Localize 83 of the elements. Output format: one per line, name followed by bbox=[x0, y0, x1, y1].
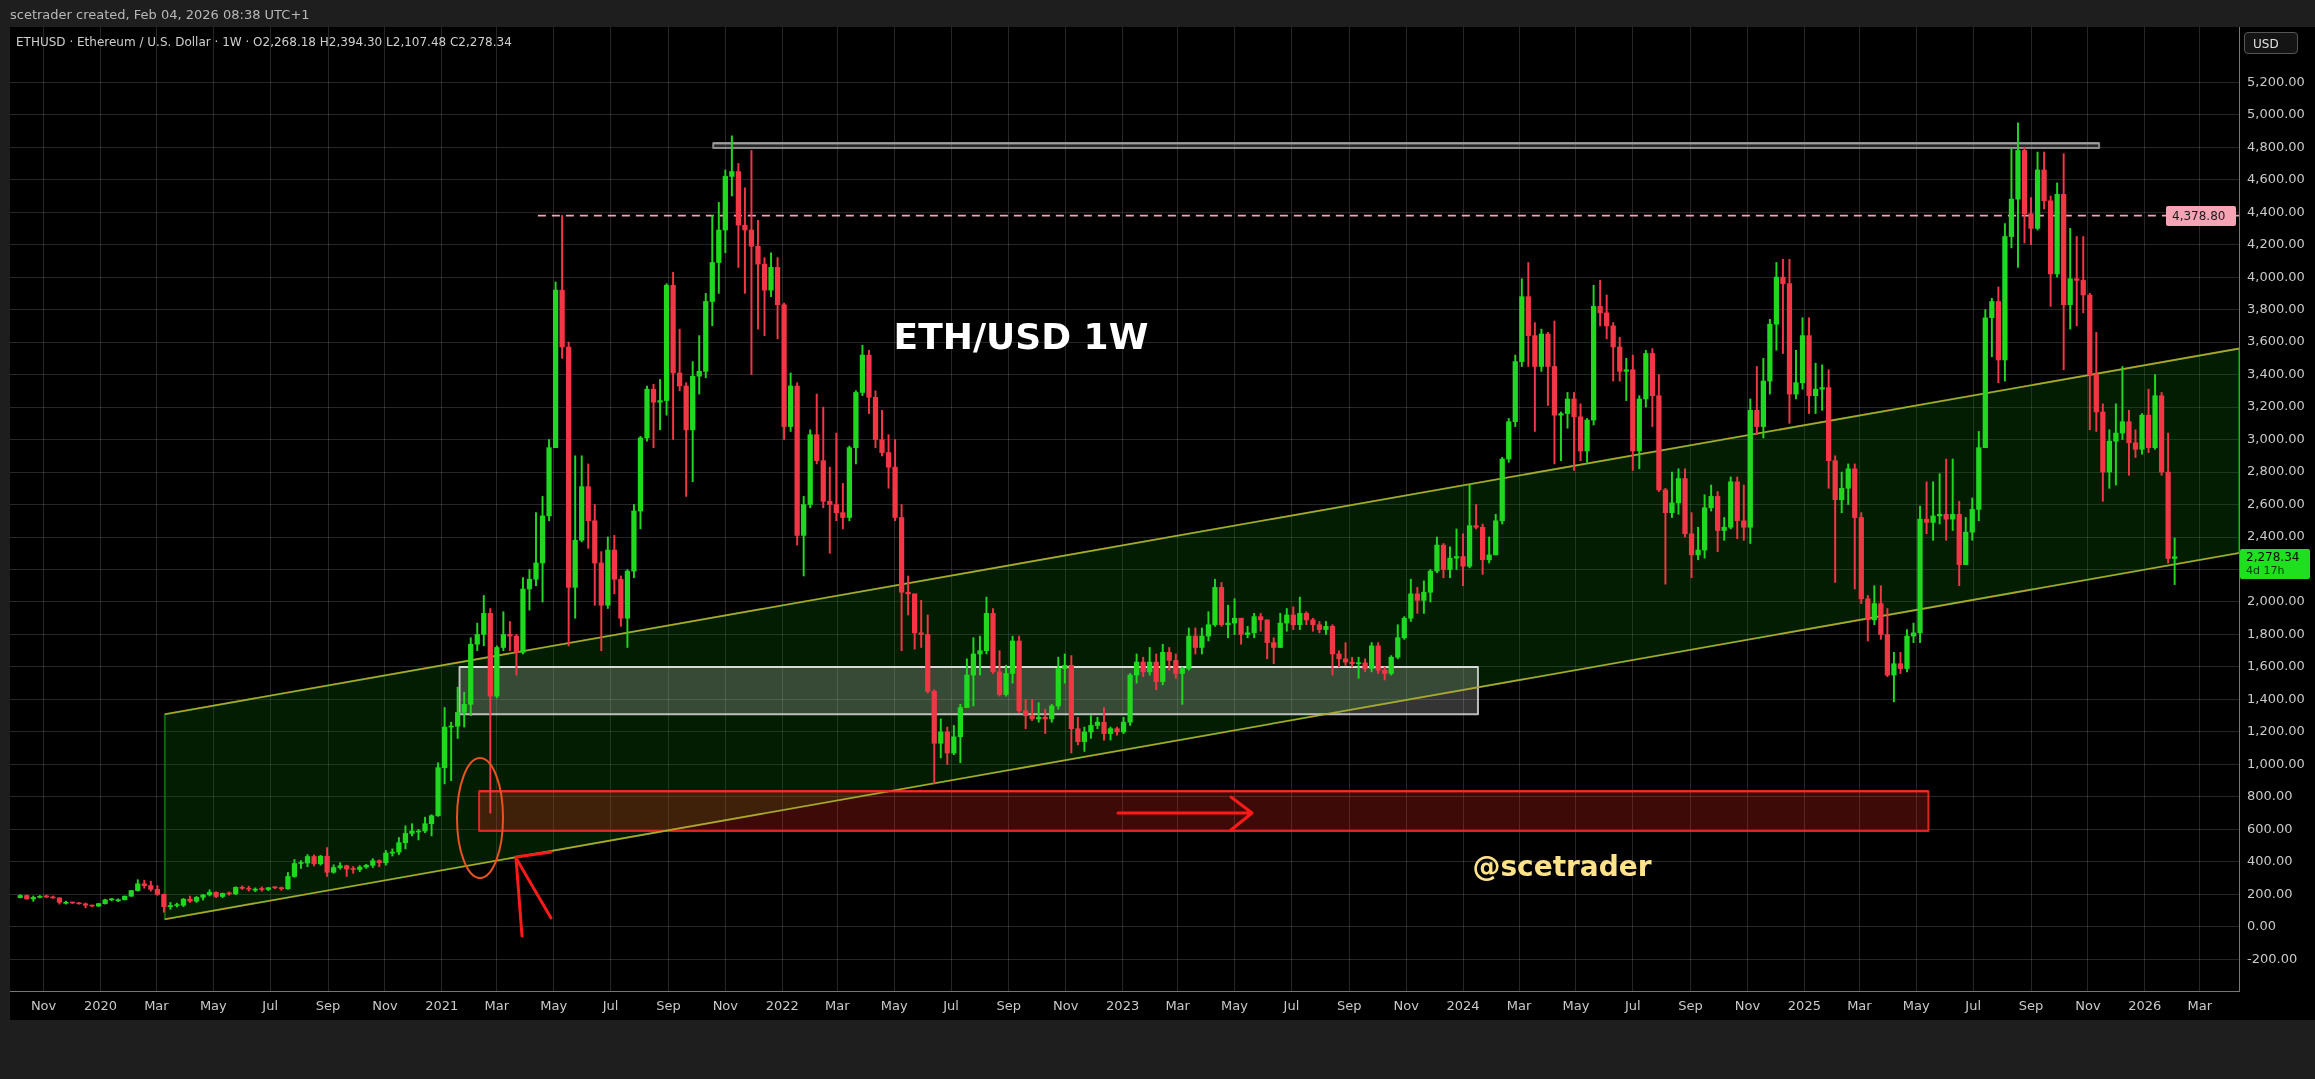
x-tick-label: Nov bbox=[712, 998, 739, 1014]
x-tick-label: Mar bbox=[1847, 998, 1873, 1014]
x-tick-label: 2025 bbox=[1787, 998, 1821, 1014]
x-tick-label: Mar bbox=[484, 998, 510, 1014]
candlestick bbox=[507, 621, 513, 652]
text: ETHUSD · Ethereum / U.S. Dollar · 1W · O2,268.18 H2,394.30 L2,107.48 C2,278.34 bbox=[16, 35, 512, 49]
x-tick-label: Jul bbox=[1964, 998, 1982, 1014]
x-tick-label: Sep bbox=[315, 998, 341, 1014]
x-tick-label: Jul bbox=[942, 998, 959, 1014]
y-tick-label: 2,800.00 bbox=[2247, 463, 2305, 479]
x-tick-label: Sep bbox=[996, 998, 1022, 1014]
x-tick-label: 2022 bbox=[765, 998, 799, 1014]
x-tick-label: Jul bbox=[1282, 998, 1300, 1014]
x-tick-label: 2026 bbox=[2128, 998, 2162, 1014]
x-tick-label: Jul bbox=[261, 998, 279, 1014]
y-tick-label: 200.00 bbox=[2247, 885, 2293, 901]
x-tick-label: 2021 bbox=[425, 998, 459, 1014]
x-tick-label: Sep bbox=[1678, 998, 1703, 1014]
candlestick bbox=[1225, 604, 1231, 639]
y-tick-label: 4,000.00 bbox=[2247, 268, 2305, 284]
candlestick bbox=[2074, 236, 2080, 327]
x-tick-label: Jul bbox=[601, 998, 619, 1014]
y-tick-label: 800.00 bbox=[2247, 788, 2293, 804]
y-tick-label: -200.00 bbox=[2247, 950, 2298, 966]
y-tick-label: 0.00 bbox=[2247, 918, 2276, 934]
y-tick-label: 5,000.00 bbox=[2247, 106, 2305, 122]
x-tick-label: Mar bbox=[824, 998, 851, 1014]
x-tick-label: May bbox=[1221, 998, 1249, 1014]
x-tick-label: May bbox=[540, 998, 568, 1014]
y-tick-label: 600.00 bbox=[2247, 820, 2293, 836]
x-tick-label: Nov bbox=[1393, 998, 1420, 1014]
y-tick-label: 4,600.00 bbox=[2247, 171, 2305, 187]
x-tick-label: May bbox=[1902, 998, 1931, 1014]
annotation: @scetrader bbox=[1472, 850, 1652, 883]
x-tick-label: May bbox=[1562, 998, 1590, 1014]
x-tick-label: 2023 bbox=[1106, 998, 1140, 1014]
y-tick-label: 3,600.00 bbox=[2247, 333, 2305, 349]
y-tick-label: 4,200.00 bbox=[2247, 236, 2305, 252]
x-tick-label: Nov bbox=[2075, 998, 2101, 1014]
y-tick-label: 1,200.00 bbox=[2247, 723, 2305, 739]
x-tick-label: Nov bbox=[1734, 998, 1761, 1014]
x-tick-label: Mar bbox=[1506, 998, 1532, 1014]
x-tick-label: 2020 bbox=[83, 998, 118, 1014]
candlestick bbox=[1930, 481, 1936, 541]
chart-title: scetrader created, Feb 04, 2026 08:38 UTC+1 bbox=[10, 7, 310, 22]
x-tick-label: Mar bbox=[1165, 998, 1191, 1014]
text: 4d 17h bbox=[2246, 563, 2285, 577]
x-tick-label: Mar bbox=[2187, 998, 2213, 1014]
y-tick-label: 1,400.00 bbox=[2247, 690, 2305, 706]
candlestick bbox=[1355, 656, 1362, 679]
x-tick-label: May bbox=[199, 998, 228, 1014]
annotation: ETH/USD 1W bbox=[893, 316, 1149, 357]
y-tick-label: 4,800.00 bbox=[2247, 138, 2305, 154]
x-tick-label: Sep bbox=[2018, 998, 2044, 1014]
candlestick bbox=[2172, 537, 2178, 585]
y-tick-label: 2,400.00 bbox=[2247, 528, 2305, 544]
x-tick-label: Nov bbox=[1053, 998, 1079, 1014]
y-tick-label: 1,600.00 bbox=[2247, 658, 2305, 674]
x-tick-label: Mar bbox=[144, 998, 170, 1014]
y-tick-label: 3,800.00 bbox=[2247, 301, 2305, 316]
candlestick bbox=[742, 187, 748, 294]
text: 2,278.34 bbox=[2246, 549, 2300, 564]
y-tick-label: 5,200.00 bbox=[2247, 73, 2305, 89]
x-tick-label: Sep bbox=[656, 998, 681, 1014]
y-tick-label: 2,000.00 bbox=[2247, 593, 2305, 609]
y-axis-title: USD bbox=[2244, 32, 2298, 54]
y-tick-label: 2,600.00 bbox=[2247, 495, 2305, 511]
y-tick-label: 400.00 bbox=[2247, 853, 2293, 869]
y-tick-label: 3,000.00 bbox=[2247, 430, 2305, 446]
x-tick-label: May bbox=[880, 998, 908, 1014]
x-tick-label: Jul bbox=[1623, 998, 1641, 1014]
x-tick-label: 2024 bbox=[1446, 998, 1480, 1014]
x-tick-label: Nov bbox=[30, 998, 57, 1014]
annotation: 4,378.80 bbox=[2172, 208, 2226, 223]
x-tick-label: Sep bbox=[1337, 998, 1362, 1014]
y-tick-label: 3,400.00 bbox=[2247, 365, 2305, 381]
y-tick-label: 1,000.00 bbox=[2247, 755, 2305, 771]
x-tick-label: Nov bbox=[372, 998, 398, 1014]
y-tick-label: 4,400.00 bbox=[2247, 203, 2305, 219]
candlestick bbox=[1623, 358, 1629, 401]
y-tick-label: 3,200.00 bbox=[2247, 398, 2305, 414]
y-tick-label: 1,800.00 bbox=[2247, 625, 2305, 641]
candlestick bbox=[1923, 481, 1930, 535]
